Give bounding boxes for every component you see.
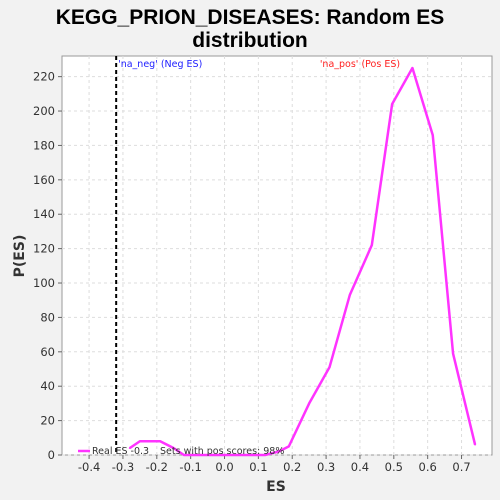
- x-tick-label: 0.7: [452, 460, 470, 474]
- series-point: [159, 440, 162, 443]
- x-tick-label: -0.1: [179, 460, 201, 474]
- chart-title-line-2: distribution: [192, 29, 307, 52]
- series-point: [264, 454, 267, 456]
- series-point: [128, 447, 131, 450]
- series-point: [138, 440, 141, 443]
- series-point: [348, 294, 351, 296]
- series-point: [172, 447, 175, 450]
- series-point: [391, 103, 394, 106]
- legend-entry-real-es: Real ES -0.3: [92, 446, 149, 457]
- random-es-distribution-series: [129, 66, 477, 457]
- x-tick-label: 0.0: [215, 460, 233, 474]
- series-point: [431, 134, 434, 137]
- x-tick-label: 0.2: [283, 460, 301, 474]
- series-point: [182, 454, 185, 456]
- y-tick-label: 220: [33, 70, 55, 84]
- series-point: [243, 454, 246, 456]
- y-tick-label: 200: [33, 104, 55, 118]
- y-tick-label: 120: [33, 242, 55, 256]
- annotation-na-pos: 'na_pos' (Pos ES): [320, 59, 400, 70]
- series-point: [287, 445, 290, 448]
- series-points: [128, 67, 476, 456]
- series-point: [474, 443, 476, 446]
- series-point: [328, 366, 331, 369]
- y-tick-label: 100: [33, 276, 55, 290]
- y-tick-label: 80: [40, 310, 55, 324]
- y-tick-label: 0: [48, 448, 55, 462]
- x-axis-ticks: -0.4 -0.3 -0.2 -0.1 0.0 0.1 0.2 0.3 0.4 0.5 0.6 0.7: [78, 455, 471, 474]
- x-tick-label: 0.3: [317, 460, 335, 474]
- x-tick-label: -0.3: [112, 460, 134, 474]
- x-tick-label: 0.4: [351, 460, 369, 474]
- series-point: [223, 454, 226, 456]
- y-tick-label: 160: [33, 173, 55, 187]
- x-tick-label: 0.6: [419, 460, 437, 474]
- x-tick-label: -0.4: [78, 460, 100, 474]
- series-point: [411, 67, 414, 69]
- chart-title-line-1: KEGG_PRION_DISEASES: Random ES: [56, 6, 445, 29]
- y-tick-label: 20: [40, 414, 55, 428]
- series-point: [452, 352, 454, 355]
- y-tick-label: 180: [33, 138, 55, 152]
- y-tick-label: 60: [40, 345, 55, 359]
- y-tick-label: 40: [40, 379, 55, 393]
- annotation-na-neg: 'na_neg' (Neg ES): [118, 59, 202, 70]
- grid-lines: [62, 56, 492, 456]
- x-tick-label: 0.1: [249, 460, 267, 474]
- series-point: [370, 244, 373, 247]
- y-axis-ticks: 0 20 40 60 80 100 120 140 160 180 200 220: [33, 70, 62, 462]
- series-point: [308, 402, 311, 405]
- series-point: [203, 454, 206, 456]
- legend-note-pos-scores: Sets with pos scores: 98%: [160, 446, 284, 457]
- y-tick-label: 140: [33, 207, 55, 221]
- x-tick-label: 0.5: [385, 460, 403, 474]
- y-axis-label: P(ES): [12, 235, 28, 278]
- x-tick-label: -0.2: [146, 460, 168, 474]
- x-axis-label: ES: [266, 479, 286, 495]
- plot-area: [61, 55, 493, 456]
- series-point: [277, 450, 280, 453]
